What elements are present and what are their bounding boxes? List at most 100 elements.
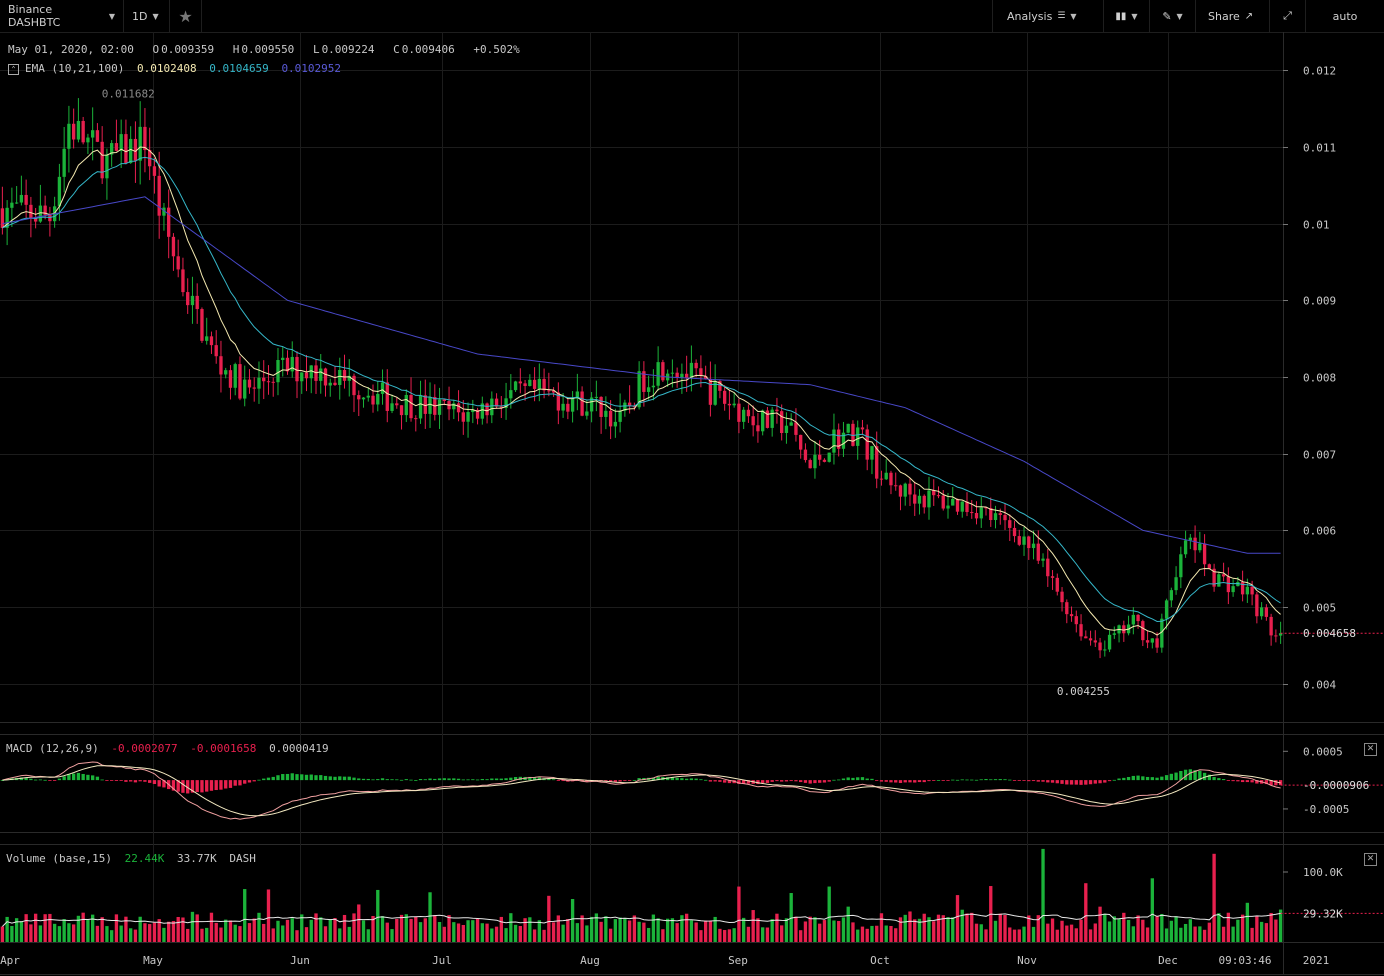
volume-bar [167,921,171,942]
macd-histogram-bar [742,780,746,784]
volume-bar [219,927,223,942]
macd-histogram-bar [214,780,218,791]
scale-mode-label: auto [1332,9,1358,23]
macd-histogram-bar [623,780,627,781]
candle-body [528,379,532,387]
candle-body [471,409,475,413]
candle-body [808,460,812,469]
candle-body [856,427,860,446]
fullscreen-button[interactable]: ⤢ [1270,0,1306,32]
macd-histogram-bar [1131,775,1135,781]
volume-bar [262,923,266,942]
open-label: O [152,43,160,56]
macd-histogram-bar [832,779,836,781]
candle-body [1008,520,1012,528]
macd-histogram-bar [238,780,242,786]
candle-body [304,372,309,379]
candle-body [162,207,166,216]
macd-histogram-bar [499,778,503,781]
macd-histogram-bar [965,779,969,781]
candle-body [1236,582,1240,587]
volume-bar [152,922,157,942]
volume-bar [490,928,494,942]
time-tick-label: Oct [870,954,890,967]
low-label: L [312,43,320,56]
volume-bar [124,916,128,942]
star-icon[interactable]: ★ [170,0,202,32]
macd-histogram-bar [808,780,812,784]
interval-selector[interactable]: 1D ▼ [124,0,170,32]
ema10-line [2,146,1281,636]
macd-histogram-bar [1150,777,1154,781]
candle-body [604,410,608,417]
macd-tick-label: -0.0005 [1303,803,1349,816]
chevron-down-icon: ▼ [1070,11,1077,21]
volume-bar [927,917,931,942]
close-icon[interactable]: ✕ [1364,853,1377,866]
indicators-button[interactable]: ▮▮ ▼ [1104,0,1150,32]
volume-bar [380,916,385,942]
volume-bar [870,925,874,942]
volume-bar [1278,909,1283,942]
macd-histogram-bar [1027,780,1031,782]
macd-histogram-bar [247,780,252,783]
macd-histogram-bar [1122,777,1126,781]
candle-body [399,405,404,416]
macd-histogram-bar [285,773,290,781]
volume-bar [594,913,599,942]
macd-histogram-bar [338,776,342,781]
volume-bar [181,917,185,942]
candle-body [513,381,518,391]
candle-body [1269,616,1273,636]
macd-histogram-bar [1160,776,1164,781]
external-link-icon: ↗ [1244,10,1254,22]
macd-histogram-bar [1188,769,1193,781]
volume-bar [1169,920,1173,942]
macd-histogram-bar [561,780,565,782]
macd-histogram-bar [200,780,204,793]
macd-histogram-bar [713,780,717,782]
candle-body [48,214,52,222]
candle-body [599,396,603,417]
collapse-icon[interactable]: ⌃ [8,63,19,75]
macd-histogram-bar [765,780,770,783]
candle-body [970,512,974,514]
macd-histogram-bar [43,779,47,781]
scale-mode-button[interactable]: auto [1306,0,1384,32]
volume-bar [913,919,917,942]
macd-histogram-bar [784,780,789,782]
ema-label: EMA (10,21,100) [25,62,125,75]
candle-body [765,410,770,428]
volume-bar [537,920,541,942]
share-button[interactable]: Share ↗ [1196,0,1270,32]
volume-bar [765,927,770,942]
volume-bar [513,924,518,942]
chart-canvas[interactable]: 0.011682 0.004255 0.012 0.011 0.01 0.009 0.00… [0,32,1384,976]
volume-bar [613,919,618,942]
macd-histogram-bar [746,780,751,784]
volume-bar [575,923,580,942]
volume-bar [129,928,133,942]
analysis-button[interactable]: Analysis ☰ ▼ [992,0,1104,32]
candle-body [556,392,561,411]
candle-body [395,403,399,406]
macd-histogram-bar [262,778,266,781]
macd-histogram-bar [1031,780,1036,782]
volume-ma-line [2,912,1281,927]
candle-body [404,394,408,416]
draw-tools-button[interactable]: ✎ ▼ [1150,0,1196,32]
volume-bar [722,930,727,942]
candle-body [29,204,33,218]
candle-body [1088,638,1093,641]
candle-body [813,454,817,469]
macd-histogram-bar [48,780,52,781]
candle-body [637,371,641,408]
volume-bar [1141,919,1145,942]
volume-bar [589,916,594,942]
candle-body [76,120,81,140]
macd-histogram-bar [1255,780,1259,784]
volume-bar [480,923,484,942]
macd-histogram-bar [323,775,328,781]
symbol-selector[interactable]: Binance DASHBTC ▼ [0,0,124,32]
close-icon[interactable]: ✕ [1364,743,1377,756]
